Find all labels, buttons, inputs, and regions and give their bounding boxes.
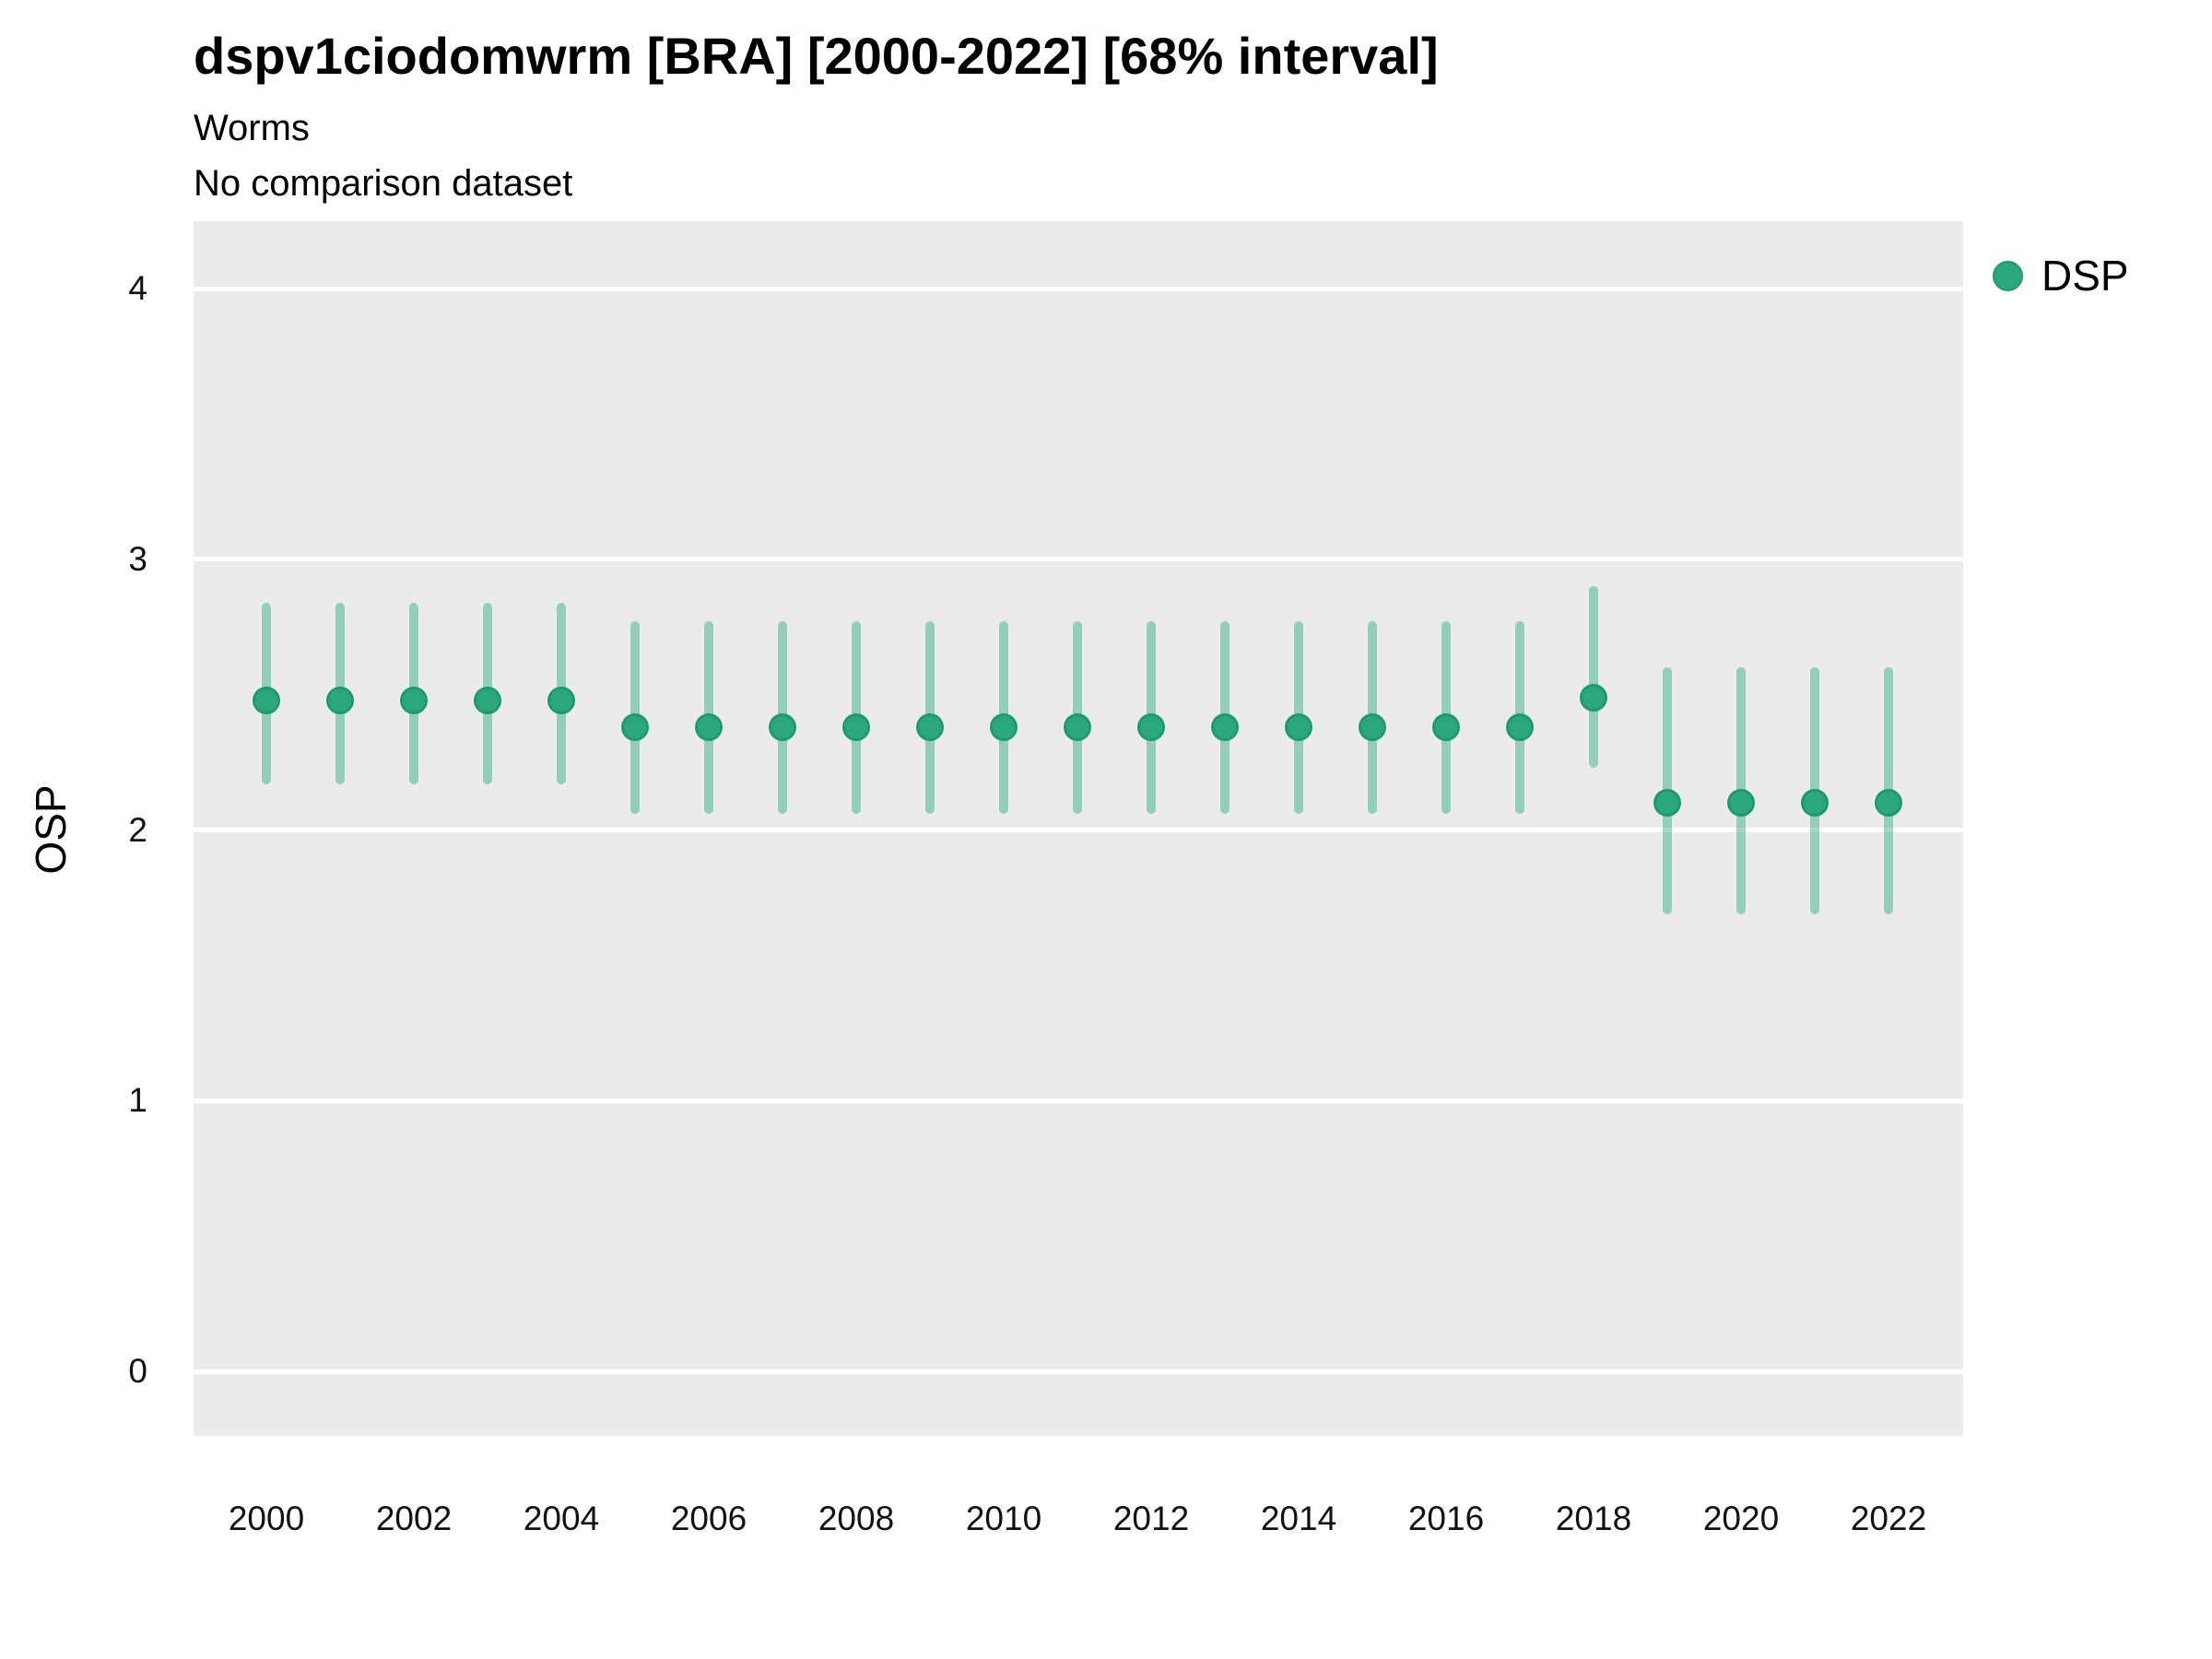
comparison-note: No comparison dataset [194, 162, 573, 204]
data-point-2010 [990, 712, 1018, 741]
data-point-2009 [916, 712, 944, 741]
x-tick-label-2010: 2010 [965, 1500, 1042, 1537]
y-gridline-4 [194, 286, 1963, 291]
y-tick-label-1: 1 [128, 1081, 147, 1120]
x-tick-label-2002: 2002 [375, 1500, 453, 1537]
data-point-2019 [1653, 789, 1681, 818]
y-tick-label-0: 0 [128, 1352, 147, 1390]
data-point-2011 [1064, 712, 1091, 741]
data-point-2017 [1506, 712, 1534, 741]
y-gridline-1 [194, 1098, 1963, 1103]
y-gridline-2 [194, 828, 1963, 832]
y-gridline-3 [194, 557, 1963, 562]
data-point-2008 [842, 712, 870, 741]
y-tick-label-4: 4 [128, 269, 147, 307]
x-tick-label-2020: 2020 [1702, 1500, 1780, 1537]
chart-header: dspv1ciodomwrm [BRA] [2000-2022] [68% in… [194, 27, 1439, 204]
legend: DSP [1993, 251, 2129, 300]
data-point-2004 [547, 686, 575, 714]
data-point-2020 [1727, 789, 1755, 818]
data-point-2015 [1359, 712, 1386, 741]
x-tick-label-2016: 2016 [1407, 1500, 1485, 1537]
y-tick-label-2: 2 [128, 810, 147, 849]
legend-series-label: DSP [2041, 252, 2129, 300]
data-point-2007 [769, 712, 796, 741]
legend-point-swatch-icon [1993, 260, 2023, 291]
data-point-2005 [621, 712, 649, 741]
x-tick-label-2000: 2000 [228, 1500, 305, 1537]
data-point-2003 [474, 686, 501, 714]
x-tick-label-2018: 2018 [1555, 1500, 1632, 1537]
y-tick-label-3: 3 [128, 539, 147, 578]
data-point-2021 [1801, 789, 1829, 818]
x-tick-label-2006: 2006 [670, 1500, 747, 1537]
interval-bar-2018 [1589, 586, 1598, 768]
data-point-2012 [1137, 712, 1165, 741]
chart-subtitle: Worms [194, 107, 310, 148]
plot-panel [194, 221, 1963, 1436]
chart-title: dspv1ciodomwrm [BRA] [2000-2022] [68% in… [194, 27, 1439, 85]
data-point-2013 [1211, 712, 1239, 741]
data-point-2014 [1285, 712, 1312, 741]
x-tick-label-2012: 2012 [1112, 1500, 1190, 1537]
x-tick-label-2008: 2008 [818, 1500, 895, 1537]
data-point-2001 [326, 686, 354, 714]
x-tick-label-2022: 2022 [1850, 1500, 1927, 1537]
data-point-2022 [1875, 789, 1902, 818]
data-point-2000 [253, 686, 280, 714]
x-tick-label-2014: 2014 [1260, 1500, 1337, 1537]
x-tick-label-2004: 2004 [523, 1500, 600, 1537]
data-point-2006 [695, 712, 723, 741]
data-point-2018 [1580, 683, 1607, 712]
y-gridline-0 [194, 1369, 1963, 1374]
data-point-2016 [1432, 712, 1460, 741]
data-point-2002 [400, 686, 428, 714]
